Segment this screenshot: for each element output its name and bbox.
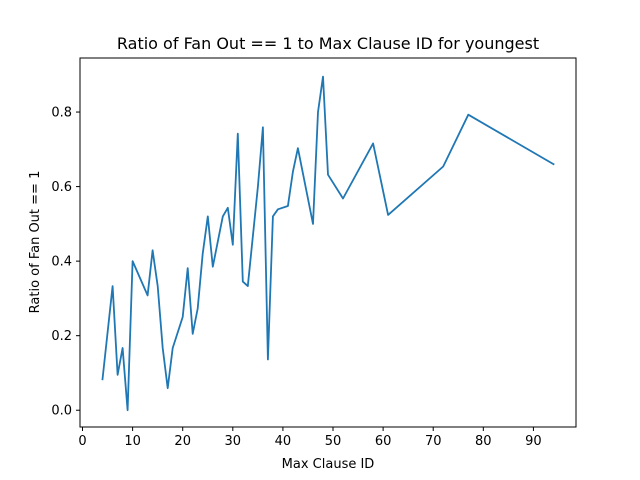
x-axis-title: Max Clause ID	[282, 457, 375, 472]
y-tick-label: 0.4	[51, 255, 72, 270]
x-tick-label: 30	[225, 434, 242, 449]
chart-title: Ratio of Fan Out == 1 to Max Clause ID f…	[117, 34, 539, 53]
x-tick-label: 10	[124, 434, 141, 449]
y-tick-label: 0.8	[51, 106, 72, 121]
series-line	[101, 75, 555, 412]
y-axis-title: Ratio of Fan Out == 1	[28, 171, 43, 314]
y-axis-ticks: 0.0 0.2 0.4 0.6 0.8	[51, 106, 80, 419]
y-tick-label: 0.2	[51, 329, 72, 344]
y-tick-label: 0.0	[51, 404, 72, 419]
plot-frame	[79, 57, 577, 428]
x-tick-label: 90	[525, 434, 542, 449]
x-tick-label: 70	[425, 434, 442, 449]
x-tick-label: 50	[325, 434, 342, 449]
plot-area: 0 10 20 30 40 50 60 70 80 90 0.0 0.2 0.4 0.6 0.8	[51, 57, 577, 449]
y-tick-label: 0.6	[51, 180, 72, 195]
series-layer	[101, 75, 555, 412]
x-tick-label: 40	[275, 434, 292, 449]
x-tick-label: 80	[475, 434, 492, 449]
x-tick-label: 20	[174, 434, 191, 449]
x-tick-label: 0	[78, 434, 86, 449]
x-axis-ticks: 0 10 20 30 40 50 60 70 80 90	[78, 427, 542, 449]
x-tick-label: 60	[375, 434, 392, 449]
